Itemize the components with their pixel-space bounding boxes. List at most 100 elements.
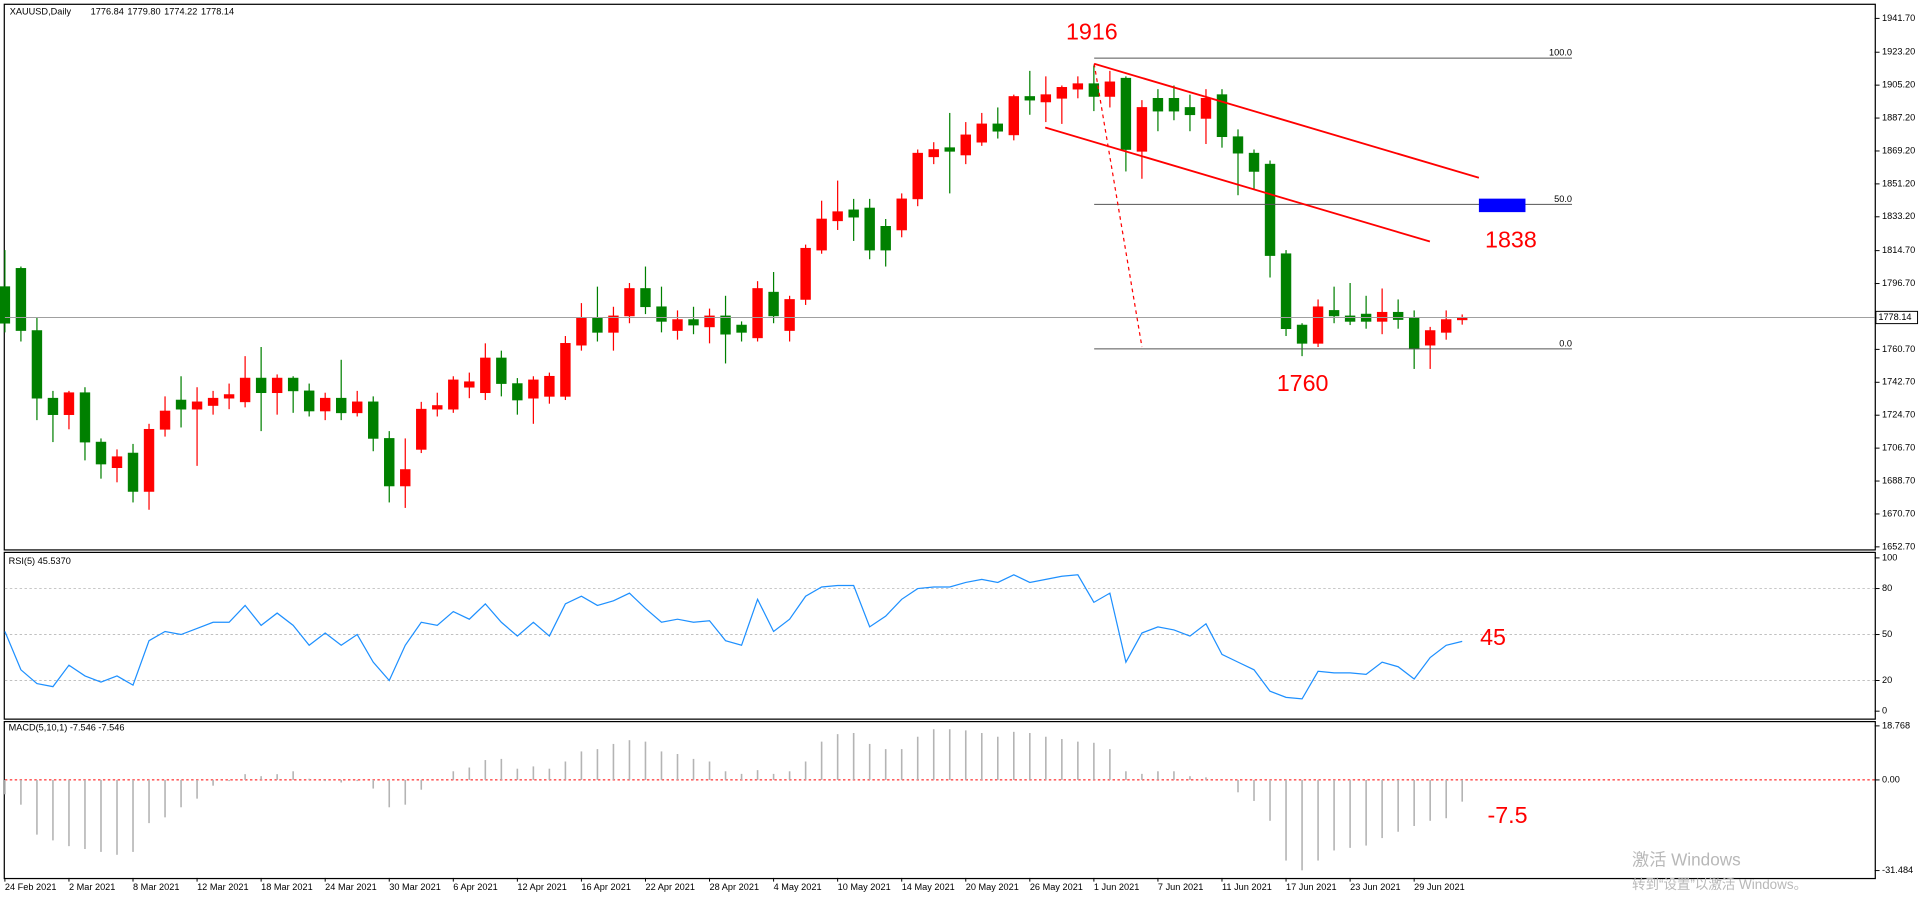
candle-body	[608, 315, 619, 333]
candle-body	[1088, 83, 1100, 97]
channel-line[interactable]	[1093, 62, 1480, 179]
candle-body	[1056, 87, 1068, 99]
candle-body	[864, 207, 875, 251]
y-tick-label: 20	[1882, 675, 1892, 685]
candle-body	[560, 343, 571, 397]
macd-panel	[3, 720, 1876, 880]
x-tick-label: 30 Mar 2021	[389, 882, 441, 892]
candle-body	[175, 399, 187, 410]
candle-body	[976, 123, 987, 143]
candle-body	[1152, 97, 1164, 112]
y-tick-label: 1706.70	[1882, 443, 1915, 453]
x-tick-label: 24 Mar 2021	[325, 882, 377, 892]
candle-body	[1312, 306, 1324, 344]
candle-body	[736, 324, 747, 333]
candle-body	[400, 469, 411, 487]
candle-body	[432, 405, 443, 410]
x-tick-label: 26 May 2021	[1030, 882, 1083, 892]
candle-body	[1184, 107, 1196, 116]
x-tick-label: 12 Mar 2021	[197, 882, 249, 892]
candle-body	[656, 306, 667, 322]
candle-body	[704, 315, 715, 328]
candle-body	[368, 401, 379, 439]
candle-body	[1120, 77, 1132, 150]
y-tick-label: -31.484	[1882, 865, 1913, 875]
current-price-label: 1778.14	[1878, 312, 1911, 322]
channel-line[interactable]	[1044, 126, 1431, 243]
x-tick-label: 24 Feb 2021	[5, 882, 57, 892]
y-tick-label: 50	[1882, 629, 1892, 639]
x-tick-label: 17 Jun 2021	[1286, 882, 1337, 892]
x-tick-label: 8 Mar 2021	[133, 882, 179, 892]
indicator-title: RSI(5) 45.5370	[9, 556, 71, 566]
candle-body	[1264, 163, 1276, 256]
candle-body	[1040, 94, 1052, 103]
candle-body	[143, 428, 155, 492]
candle-body	[1248, 152, 1260, 172]
watermark-title: 激活 Windows	[1632, 849, 1741, 869]
candle-body	[1440, 319, 1452, 333]
y-tick-label: 1869.20	[1882, 145, 1915, 155]
candle-body	[159, 410, 171, 430]
candle-body	[287, 377, 299, 392]
candle-body	[191, 401, 203, 410]
fib-level-label: 50.0	[1554, 194, 1572, 204]
candle-body	[960, 134, 971, 156]
y-tick-label: 0.00	[1882, 774, 1900, 784]
annotation: 1760	[1277, 370, 1329, 396]
annotation: 45	[1480, 624, 1506, 650]
x-tick-label: 28 Apr 2021	[710, 882, 760, 892]
candle-body	[1408, 317, 1420, 350]
y-tick-label: 18.768	[1882, 720, 1910, 730]
x-tick-label: 11 Jun 2021	[1222, 882, 1272, 892]
candle-body	[512, 383, 523, 401]
candle-body	[1008, 96, 1020, 136]
candle-body	[416, 408, 427, 450]
x-tick-label: 18 Mar 2021	[261, 882, 313, 892]
candle-body	[752, 288, 763, 339]
x-tick-label: 22 Apr 2021	[645, 882, 695, 892]
y-tick-label: 1833.20	[1882, 211, 1915, 221]
annotation: 1916	[1066, 18, 1118, 44]
candle-body	[1072, 83, 1084, 90]
candle-body	[848, 209, 859, 218]
candle-body	[1376, 311, 1388, 322]
target-box[interactable]	[1478, 198, 1526, 213]
candle-body	[544, 375, 555, 397]
candle-body	[624, 288, 635, 317]
x-tick-label: 29 Jun 2021	[1414, 882, 1465, 892]
y-tick-label: 1652.70	[1882, 541, 1915, 551]
current-price-box	[1875, 310, 1919, 325]
candle-body	[47, 397, 59, 415]
candle-body	[1424, 330, 1436, 346]
candle-body	[303, 390, 315, 412]
candle-body	[688, 319, 699, 326]
candle-body	[1136, 107, 1148, 152]
indicator-title: MACD(5,10,1) -7.546 -7.546	[9, 723, 125, 733]
candle-body	[384, 438, 395, 487]
x-tick-label: 12 Apr 2021	[517, 882, 567, 892]
y-tick-label: 1760.70	[1882, 344, 1915, 354]
annotation: 1838	[1485, 227, 1537, 253]
candle-body	[480, 357, 491, 394]
plot-layer: 1941.70 1923.20 1905.20 1887.20 1869.20 1851.…	[0, 7, 1919, 892]
candle-body	[672, 319, 683, 331]
candle-body	[352, 401, 363, 414]
candle-body	[31, 330, 43, 399]
symbol-title: XAUUSD,Daily	[10, 7, 72, 17]
candle-body	[832, 211, 843, 222]
y-tick-label: 100	[1882, 552, 1897, 562]
candle-body	[127, 452, 139, 492]
candle-body	[800, 247, 811, 300]
quote-value: 1779.80	[127, 7, 160, 17]
candle-body	[880, 226, 891, 251]
candle-body	[271, 377, 283, 394]
x-tick-label: 6 Apr 2021	[453, 882, 497, 892]
candle-body	[928, 149, 939, 158]
candle-body	[223, 394, 235, 399]
x-tick-label: 4 May 2021	[774, 882, 822, 892]
rsi-panel	[3, 551, 1876, 720]
candle-body	[79, 392, 91, 443]
